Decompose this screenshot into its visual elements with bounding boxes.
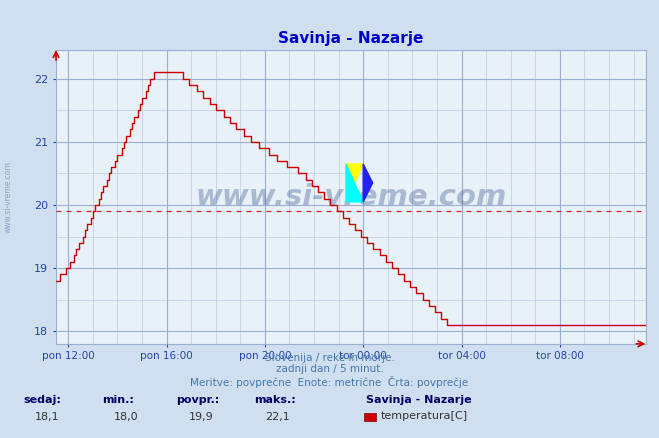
Text: www.si-vreme.com: www.si-vreme.com (195, 183, 507, 211)
Text: povpr.:: povpr.: (177, 395, 220, 405)
Polygon shape (363, 164, 373, 202)
Text: Savinja - Nazarje: Savinja - Nazarje (366, 395, 471, 405)
Text: Meritve: povprečne  Enote: metrične  Črta: povprečje: Meritve: povprečne Enote: metrične Črta:… (190, 376, 469, 388)
Text: sedaj:: sedaj: (23, 395, 61, 405)
Text: 22,1: 22,1 (266, 412, 291, 422)
Polygon shape (346, 164, 363, 202)
Text: min.:: min.: (102, 395, 134, 405)
Text: zadnji dan / 5 minut.: zadnji dan / 5 minut. (275, 364, 384, 374)
Text: maks.:: maks.: (254, 395, 295, 405)
Title: Savinja - Nazarje: Savinja - Nazarje (278, 32, 424, 46)
Text: 18,1: 18,1 (35, 412, 59, 422)
Text: 19,9: 19,9 (188, 412, 214, 422)
Polygon shape (346, 164, 363, 202)
Text: temperatura[C]: temperatura[C] (381, 411, 468, 421)
Text: www.si-vreme.com: www.si-vreme.com (3, 161, 13, 233)
Text: 18,0: 18,0 (114, 412, 138, 422)
Text: Slovenija / reke in morje.: Slovenija / reke in morje. (264, 353, 395, 363)
